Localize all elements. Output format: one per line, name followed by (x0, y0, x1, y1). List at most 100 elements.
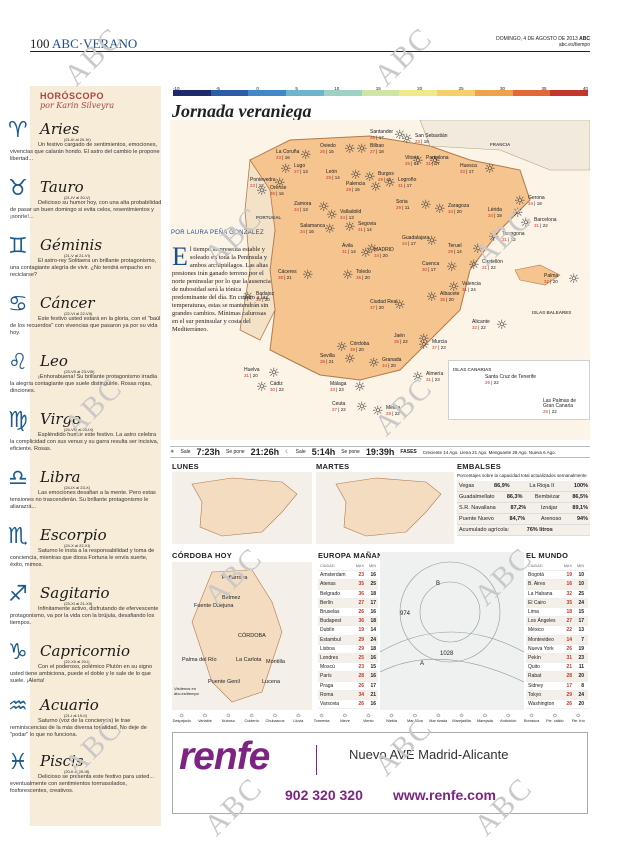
sunny-icon: ☼ (394, 298, 406, 313)
sunny-icon: ☼ (326, 208, 338, 223)
pressure-label: A (420, 661, 425, 667)
city-tarragona: Tarragona 31 | 22 (502, 231, 525, 243)
sunny-icon: ☼ (472, 242, 484, 257)
sign-name: Libra (40, 468, 81, 486)
sunny-icon: ☼ (384, 176, 396, 191)
city-madrid: MADRID 34 | 20 (374, 247, 394, 259)
sign-dates: (24-IX al 23-X) (64, 485, 91, 490)
sunny-icon: ☼ (446, 260, 458, 275)
town-label: Bélmez (222, 595, 241, 601)
sign-name: Leo (40, 352, 68, 370)
sunny-icon: ☼ (429, 154, 441, 169)
legend-icon: ☼ (481, 712, 489, 719)
sunny-icon: ☼ (370, 180, 382, 195)
city-salamanca: Salamanca 34 | 16 (300, 223, 326, 235)
table-row: París 28 16 (318, 672, 378, 682)
brand: ABC (579, 36, 590, 42)
martes-map (316, 472, 454, 544)
scale-label: 35 (541, 86, 547, 91)
table-row: Nueva York 26 19 (526, 644, 588, 655)
city-san-sebastián: San Sebastián 23 | 18 (415, 133, 448, 145)
table-row: Roma 34 21 (318, 690, 378, 701)
table-row: Tokyo 29 24 (526, 690, 588, 701)
city-ciudad-real: Ciudad Real 37 | 20 (370, 299, 398, 311)
legend-icon: ☼ (505, 712, 512, 719)
page-header: 100 ABC·VERANO DOMINGO, 4 DE AGOSTO DE 2… (30, 36, 590, 52)
sign-virgo: ♍ Virgo (24-VIII al 23-IX) Espléndido humor… (8, 408, 162, 452)
sunny-icon: ☼ (484, 162, 496, 177)
sign-text: ¡Enhorabuena! Su brillante protagonismo … (10, 374, 158, 394)
sunny-icon: ☼ (368, 356, 380, 371)
city-lérida: Lérida 34 | 18 (488, 207, 502, 219)
pressure-label: 1028 (440, 651, 454, 657)
byline: POR LAURA PEÑA GONZÁLEZ (171, 230, 264, 236)
embalse-row: Guadalmellato 86,3% Bembézar 86,5% (457, 492, 590, 503)
embalse-row: Puente Nuevo 84,7% Arenoso 94% (457, 514, 590, 525)
sunny-icon: ☼ (448, 280, 460, 295)
legend-item: ☼ Borrasca (520, 712, 543, 726)
watermark: ABC (367, 21, 440, 93)
sign-dates: (23-VII al 23-VIII) (64, 369, 95, 374)
baleares-label: ISLAS BALEARES (532, 310, 572, 315)
table-row: El Cairo 35 24 (526, 598, 588, 609)
city-santander: Santander 26 | 17 (370, 129, 394, 141)
table-row: Quito 21 11 (526, 663, 588, 673)
sunny-icon: ☼ (412, 154, 424, 169)
city-laspalmas: Las Palmas de Gran Canaria 26 | 22 (543, 398, 577, 415)
portugal-label: PORTUGAL (256, 215, 282, 220)
renfe-logo: renfe (179, 735, 270, 778)
pressure-label: B (436, 581, 441, 587)
city-córdoba: Córdoba 39 | 20 (350, 341, 370, 353)
city-sevilla: Sevilla 38 | 21 (320, 353, 335, 365)
sunny-icon: ☼ (434, 202, 446, 217)
city-cádiz: Cádiz 30 | 22 (270, 381, 284, 393)
legend-item: ☼ Despejado (170, 712, 193, 726)
sign-dates: (21-I al 19-II) (64, 713, 87, 718)
city-león: León 29 | 14 (326, 169, 340, 181)
temperature-scale-labels: -10 -5 0 5 10 15 20 25 30 35 40 (173, 86, 588, 91)
scale-label: 40 (582, 86, 588, 91)
map-title: Jornada veraniega (172, 101, 312, 121)
legend-item: ☼ Mar rizada (427, 712, 450, 726)
city-ceuta: Ceuta 27 | 22 (332, 401, 346, 413)
table-row: Estambul 29 24 (318, 635, 378, 645)
scale-label: 25 (458, 86, 464, 91)
town-label: Montilla (266, 659, 285, 665)
table-row: Budapest 36 18 (318, 617, 378, 627)
sunny-icon: ☼ (354, 380, 366, 395)
sunny-icon: ☼ (360, 246, 372, 261)
scale-swatch (399, 90, 438, 96)
scale-label: 20 (417, 86, 423, 91)
page-number: 100 (30, 36, 50, 51)
legend-item: ☼ Anticiclón (497, 712, 520, 726)
sunny-icon: ☼ (512, 206, 524, 221)
pressure-label: 974 (400, 611, 411, 617)
zodiac-icon: ♋ (8, 292, 28, 317)
horoscope-title: HORÓSCOPO (40, 91, 105, 101)
scale-swatch (550, 90, 589, 96)
sunny-icon: ☼ (426, 234, 438, 249)
sunset-time: 21:26h (250, 447, 280, 457)
sign-dates: (22-XII al 20-I) (64, 659, 90, 664)
horoscope-column (30, 86, 161, 826)
zodiac-icon: ♐ (8, 582, 28, 607)
legend-icon: ☼ (341, 712, 349, 719)
sign-piscis: ♓ Piscis (20-II al 20-III) Delicioso se pre… (8, 750, 162, 794)
city-castellón: Castellón 31 | 22 (482, 259, 503, 271)
city-albacete: Albacete 35 | 20 (440, 291, 460, 303)
sunny-icon: ☼ (366, 242, 378, 257)
zodiac-icon: ♒ (8, 694, 28, 719)
town-label: Lucena (262, 679, 281, 685)
city-huesca: Huesca 33 | 17 (460, 163, 477, 175)
scale-swatch (474, 90, 513, 96)
scale-swatch (248, 90, 287, 96)
sunny-icon: ☼ (350, 168, 362, 183)
sign-tauro: ♉ Tauro (21-IV al 20-V) Delicioso su humor … (8, 176, 162, 220)
table-row: Praga 26 17 (318, 681, 378, 691)
table-row: Belgrado 36 18 (318, 589, 378, 599)
renfe-ad: renfe Nuevo AVE Madrid-Alicante 902 320 … (172, 732, 588, 814)
ad-phone: 902 320 320 (285, 787, 363, 803)
sign-text: Este festivo usted estará en la gloria, … (10, 316, 161, 336)
zodiac-icon: ♎ (8, 466, 28, 491)
